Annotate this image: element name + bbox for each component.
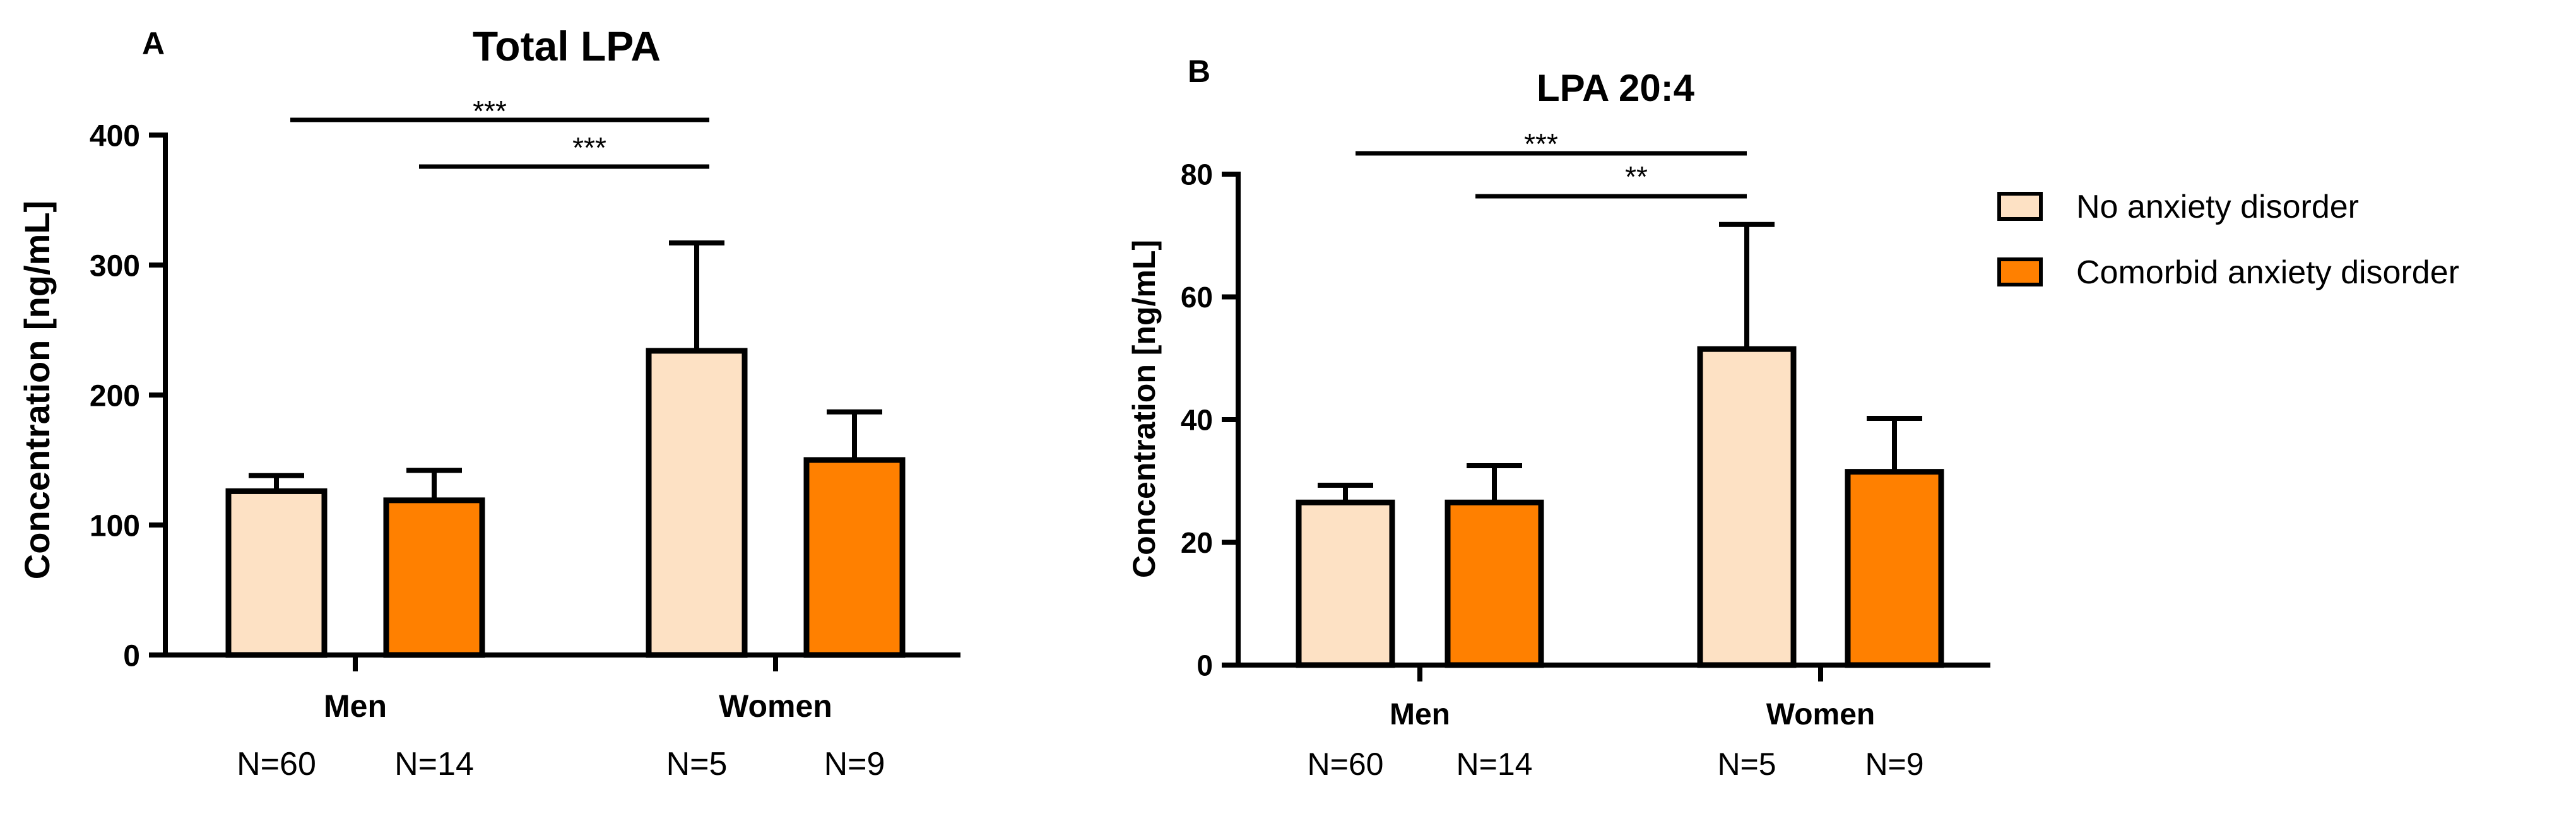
- panel-b-y-tick-label: 80: [1181, 158, 1213, 191]
- legend-swatch-no-anxiety: [1997, 192, 2043, 221]
- panel-a-bar-men-s1: [383, 497, 485, 658]
- panel-b-x-category-label-men: Men: [1390, 698, 1450, 731]
- panel-a-n-label-women-s1: N=9: [824, 746, 885, 782]
- panel-b-n-label-women-s1: N=9: [1865, 746, 1923, 782]
- panel-a-y-tick-label: 0: [123, 639, 140, 673]
- panel-a-label: A: [142, 26, 165, 61]
- panel-b-y-tick-label: 20: [1181, 526, 1213, 559]
- panel-b-bar-women-s0: [1697, 346, 1797, 668]
- panel-a-x-category-label-women: Women: [719, 688, 832, 724]
- panel-a-y-tick-label: 100: [90, 509, 140, 543]
- panel-a-n-label-women-s0: N=5: [666, 746, 728, 782]
- panel-b-bar-men-s1: [1445, 499, 1544, 668]
- panel-a-y-axis-label: Concentration [ng/mL]: [17, 201, 57, 579]
- panel-b-significance-label-1: **: [1625, 160, 1648, 193]
- panel-b-y-axis-label: Concentration [ng/mL]: [1126, 240, 1162, 578]
- panel-a-y-tick-label: 300: [90, 249, 140, 283]
- panel-b-bar-men-s0: [1296, 499, 1395, 668]
- panel-a-significance-label-1: ***: [572, 131, 606, 164]
- chart-panel-b: B LPA 20:4 Concentration [ng/mL] N=60 N=5…: [1126, 54, 1990, 782]
- legend-swatch-comorbid-anxiety: [1997, 257, 2043, 286]
- chart-panel-a: A Total LPA Concentration [ng/mL] N=60 N=…: [17, 23, 960, 782]
- panel-b-n-label-women-s0: N=5: [1717, 746, 1776, 782]
- panel-a-n-label-men-s1: N=14: [394, 746, 474, 782]
- panel-b-bar-women-s1: [1845, 469, 1944, 668]
- panel-b-y-tick-label: 40: [1181, 404, 1213, 437]
- panel-a-y-tick-label: 400: [90, 119, 140, 153]
- panel-b-n-label-men-s1: N=14: [1456, 746, 1533, 782]
- panel-a-significance-label-0: ***: [473, 95, 507, 127]
- panel-a-plot: N=60 N=5 N=14 N=9 0 100 200 300 400 Men Women *** **…: [90, 95, 960, 782]
- panel-a-bar-women-s0: [646, 348, 748, 658]
- panel-b-label: B: [1188, 54, 1210, 89]
- panel-a-bar-women-s1: [803, 457, 906, 658]
- panel-a-bar-men-s0: [225, 488, 328, 658]
- legend: No anxiety disorder Comorbid anxiety dis…: [1997, 189, 2459, 291]
- legend-label-no-anxiety: No anxiety disorder: [2076, 189, 2359, 225]
- panel-a-n-label-men-s0: N=60: [237, 746, 316, 782]
- legend-label-comorbid-anxiety: Comorbid anxiety disorder: [2076, 254, 2459, 291]
- panel-a-x-category-label-men: Men: [324, 688, 387, 724]
- panel-b-n-label-men-s0: N=60: [1308, 746, 1384, 782]
- panel-b-title: LPA 20:4: [1537, 67, 1695, 109]
- panel-b-significance-label-0: ***: [1524, 127, 1558, 160]
- panel-a-title: Total LPA: [473, 23, 661, 69]
- panel-b-x-category-label-women: Women: [1766, 698, 1875, 731]
- panel-b-y-tick-label: 0: [1196, 649, 1213, 682]
- panel-a-y-tick-label: 200: [90, 379, 140, 413]
- panel-b-y-tick-label: 60: [1181, 281, 1213, 314]
